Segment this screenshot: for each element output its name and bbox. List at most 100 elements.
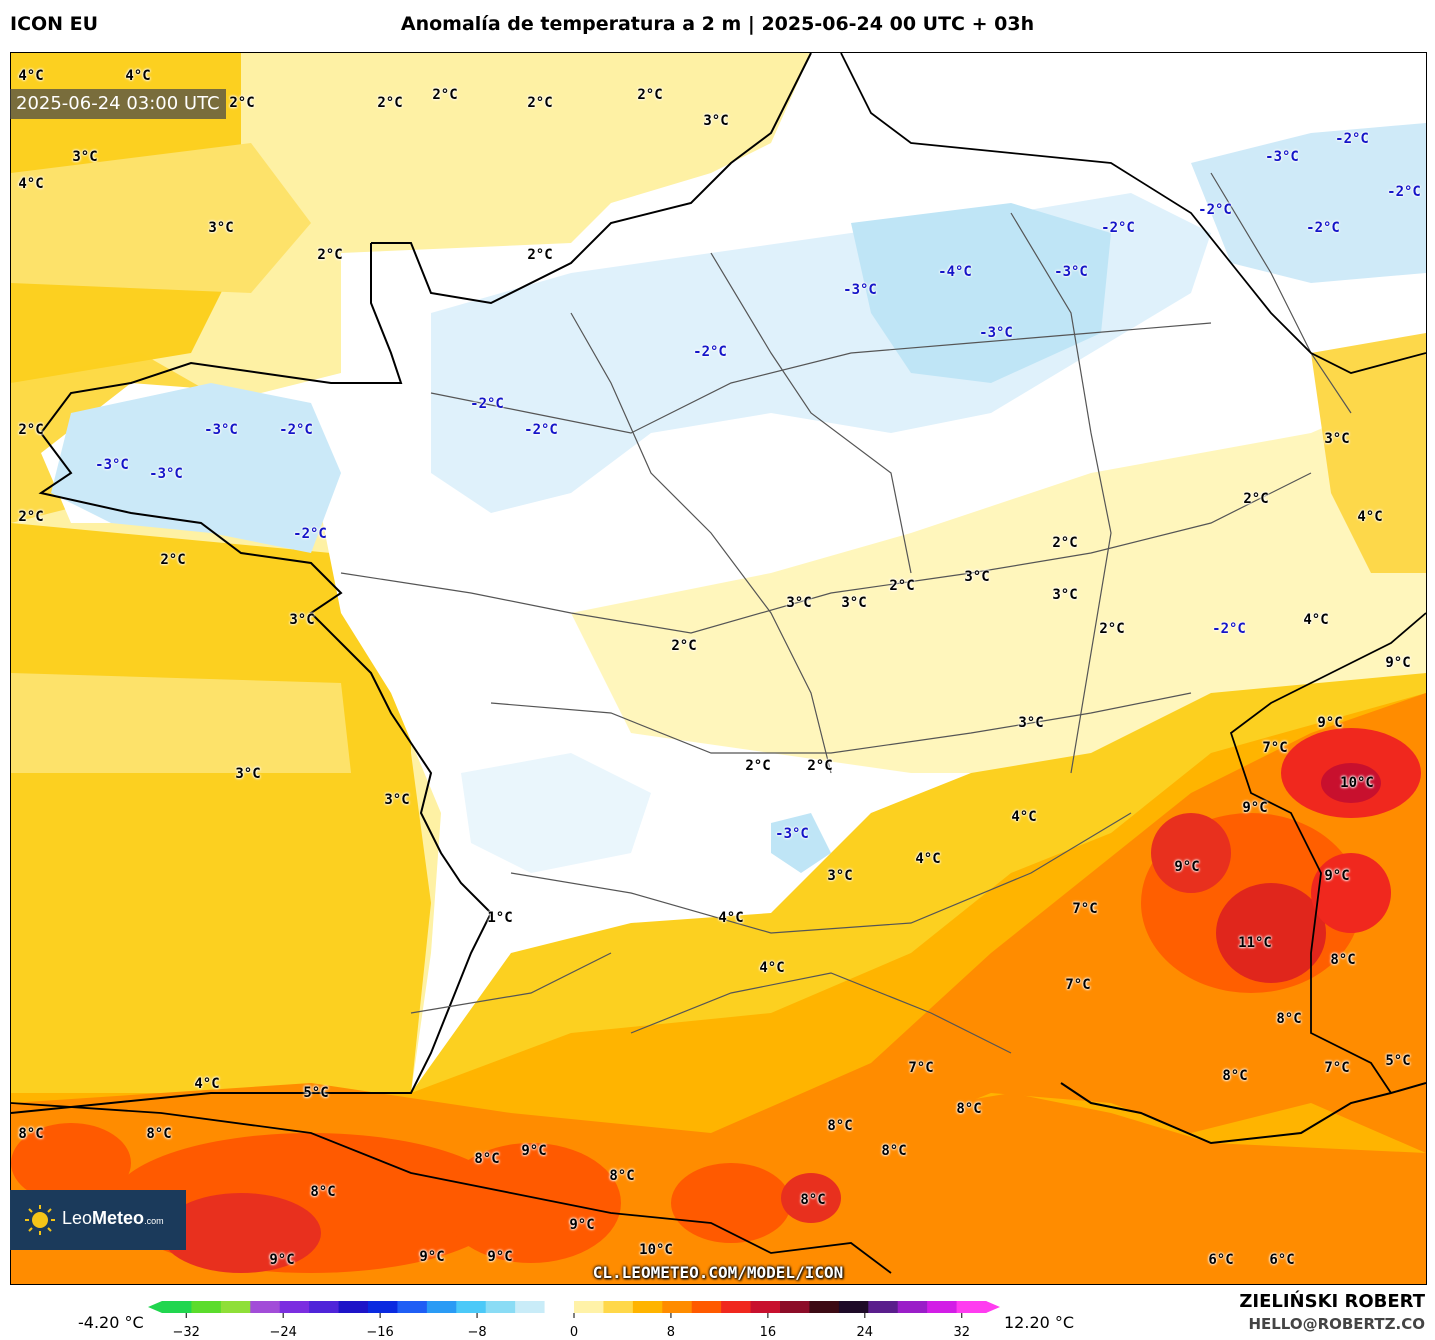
colorbar-swatch [338, 1301, 369, 1313]
anomaly-label: 4°C [759, 960, 785, 976]
anomaly-label: 2°C [18, 422, 44, 438]
anomaly-label: 1°C [487, 910, 513, 926]
anomaly-label: -3°C [775, 826, 809, 842]
anomaly-label: -3°C [1054, 264, 1088, 280]
colorbar-swatch [662, 1301, 693, 1313]
colorbar-swatch [426, 1301, 457, 1313]
anomaly-label: 2°C [18, 509, 44, 525]
logo-wordmark: LeoMeteo.com [62, 1208, 164, 1228]
anomaly-label: 9°C [419, 1249, 445, 1265]
model-name: ICON EU [10, 13, 99, 35]
colorbar-swatch [721, 1301, 752, 1313]
anomaly-label: 7°C [908, 1060, 934, 1076]
anomaly-label: 2°C [527, 247, 553, 263]
map-canvas[interactable]: 4°C 4°C 2°C 2°C 2°C 2°C 2°C 3°C 3°C 4°C 3°C 2°C 2°C -… [10, 52, 1427, 1285]
anomaly-label: 9°C [269, 1252, 295, 1268]
source-url[interactable]: CL.LEOMETEO.COM/MODEL/ICON [592, 1263, 844, 1282]
anomaly-label: 2°C [889, 578, 915, 594]
anomaly-label: 8°C [800, 1192, 826, 1208]
colorbar-swatch [780, 1301, 810, 1313]
anomaly-label: -2°C [1306, 220, 1340, 236]
anomaly-label: 2°C [377, 95, 403, 111]
anomaly-label: 8°C [1330, 952, 1356, 968]
colorbar-swatch [485, 1301, 516, 1313]
colorbar-swatch [397, 1301, 428, 1313]
anomaly-label: 8°C [146, 1126, 172, 1142]
anomaly-label: 8°C [474, 1151, 500, 1167]
anomaly-label: 2°C [160, 552, 186, 568]
anomaly-label: 2°C [432, 87, 458, 103]
author-contact[interactable]: HELLO@ROBERTZ.CO [1248, 1315, 1425, 1333]
anomaly-label: 4°C [18, 176, 44, 192]
colorbar-tick-label: 16 [759, 1325, 777, 1340]
colorbar-tick-label: −8 [467, 1325, 487, 1340]
colorbar [148, 1301, 1000, 1318]
anomaly-label: -2°C [1101, 220, 1135, 236]
anomaly-label: 9°C [1174, 859, 1200, 875]
colorbar-swatch [927, 1301, 958, 1313]
colorbar-min-arrow [148, 1301, 162, 1313]
sun-icon [25, 1205, 55, 1235]
anomaly-label: 4°C [125, 68, 151, 84]
anomaly-label: -2°C [470, 396, 504, 412]
anomaly-label: 2°C [317, 247, 343, 263]
author-name: ZIELIŃSKI ROBERT [1239, 1291, 1425, 1312]
anomaly-label: 2°C [807, 758, 833, 774]
anomaly-label: 3°C [1052, 587, 1078, 603]
anomaly-label: 9°C [487, 1249, 513, 1265]
colorbar-swatch [750, 1301, 781, 1313]
anomaly-label: -2°C [524, 422, 558, 438]
anomaly-label: 3°C [208, 220, 234, 236]
anomaly-label: 5°C [1385, 1053, 1411, 1069]
anomaly-label: 2°C [671, 638, 697, 654]
anomaly-label: 4°C [194, 1076, 220, 1092]
anomaly-label: 3°C [964, 569, 990, 585]
anomaly-label: -3°C [843, 282, 877, 298]
anomaly-label: 4°C [718, 910, 744, 926]
anomaly-label: 4°C [1011, 809, 1037, 825]
anomaly-label: 9°C [1385, 655, 1411, 671]
anomaly-label: 10°C [639, 1242, 673, 1258]
colorbar-tick-label: 8 [666, 1325, 676, 1340]
anomaly-label: -2°C [279, 422, 313, 438]
colorbar-min-value: -4.20 °C [78, 1313, 144, 1332]
anomaly-label: 2°C [745, 758, 771, 774]
colorbar-swatch [309, 1301, 340, 1313]
colorbar-swatch [544, 1301, 575, 1313]
anomaly-label: 9°C [521, 1143, 547, 1159]
anomaly-label: 4°C [18, 68, 44, 84]
colorbar-swatch [279, 1301, 310, 1313]
anomaly-label: 5°C [303, 1085, 329, 1101]
anomaly-label: -2°C [293, 526, 327, 542]
anomaly-label: 9°C [569, 1217, 595, 1233]
colorbar-swatch [220, 1301, 251, 1313]
colorbar-swatch [691, 1301, 722, 1313]
colorbar-swatch [603, 1301, 634, 1313]
anomaly-label: 8°C [310, 1184, 336, 1200]
leometeo-logo[interactable]: LeoMeteo.com [10, 1190, 186, 1250]
colorbar-tick-label: −16 [366, 1325, 394, 1340]
anomaly-label: -3°C [1265, 149, 1299, 165]
anomaly-label: 3°C [1324, 431, 1350, 447]
colorbar-swatch [515, 1301, 546, 1313]
anomaly-label: 2°C [527, 95, 553, 111]
anomaly-label: 2°C [1052, 535, 1078, 551]
anomaly-label: 9°C [1317, 715, 1343, 731]
anomaly-label: 3°C [841, 595, 867, 611]
colorbar-swatch [956, 1301, 987, 1313]
anomaly-label: 9°C [1242, 800, 1268, 816]
colorbar-swatch [191, 1301, 222, 1313]
anomaly-label: 8°C [881, 1143, 907, 1159]
anomaly-label: 7°C [1072, 901, 1098, 917]
colorbar-tick-label: −32 [172, 1325, 200, 1340]
anomaly-label: 3°C [827, 868, 853, 884]
colorbar-tick-label: 32 [953, 1325, 971, 1340]
anomaly-label: 3°C [1018, 715, 1044, 731]
anomaly-label: 8°C [956, 1101, 982, 1117]
anomaly-label: -3°C [979, 325, 1013, 341]
colorbar-swatch [897, 1301, 928, 1313]
anomaly-map [11, 53, 1426, 1284]
colorbar-swatch [456, 1301, 487, 1313]
anomaly-label: -4°C [938, 264, 972, 280]
anomaly-label: 6°C [1208, 1252, 1234, 1268]
